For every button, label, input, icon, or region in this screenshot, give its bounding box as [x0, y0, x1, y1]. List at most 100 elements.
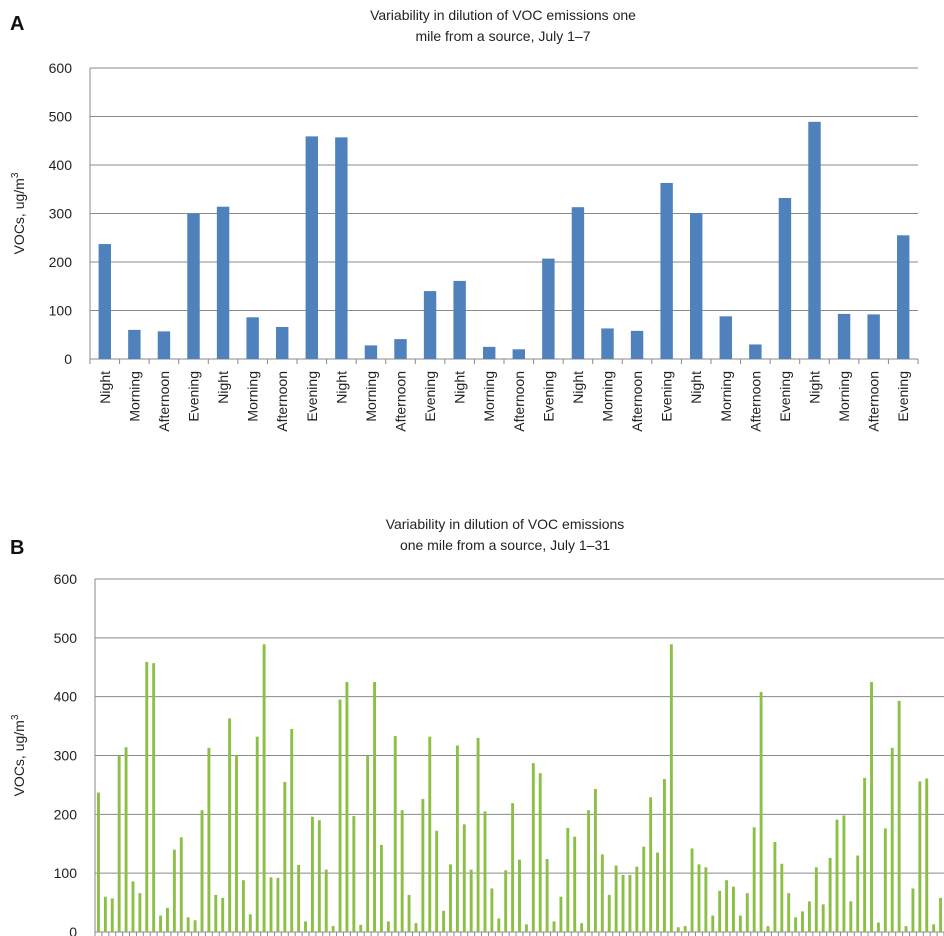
chart1-bar-7: [276, 326, 289, 359]
chart1-bar-26: [837, 313, 851, 359]
chart2-bar-91: [718, 890, 722, 932]
chart1-bar-19: [630, 330, 644, 359]
chart1-category-label-20: Evening: [659, 371, 675, 422]
chart2-bar-29: [290, 729, 294, 932]
chart2-bar-64: [531, 763, 535, 932]
chart2-bar-61: [511, 803, 515, 932]
chart2-bar-25: [262, 644, 266, 932]
chart1-y-axis-label-text: VOCs, ug/m: [11, 178, 27, 254]
chart1-bar-1: [98, 244, 111, 359]
chart1-bar-21: [690, 213, 703, 359]
chart1-category-label-4: Evening: [186, 371, 202, 422]
chart2-bar-71: [580, 923, 584, 932]
chart2-bar-88: [697, 864, 701, 932]
chart2-bar-120: [918, 781, 922, 932]
chart1-category-label-22: Morning: [718, 371, 734, 422]
chart2-y-axis-label-sup: 3: [10, 714, 21, 720]
chart2-ytick-label-400: 400: [54, 689, 78, 705]
chart2-bar-97: [759, 691, 763, 932]
chart1-bar-14: [483, 346, 496, 359]
chart2-bar-110: [849, 901, 853, 932]
chart1-category-label-15: Afternoon: [511, 371, 527, 432]
chart2-bar-107: [828, 857, 832, 932]
chart2-bar-116: [890, 747, 894, 932]
chart2-bar-17: [207, 747, 211, 932]
chart1-y-axis-label: VOCs, ug/m3: [10, 172, 27, 254]
chart2-bar-38: [352, 816, 356, 932]
chart2-bar-60: [504, 870, 508, 932]
chart2-bar-16: [200, 810, 204, 932]
chart2-bar-121: [925, 778, 929, 932]
chart1-bar-22: [719, 316, 732, 359]
chart2-bar-6: [131, 881, 135, 932]
chart1-category-label-16: Evening: [540, 371, 556, 422]
chart1-bar-23: [749, 344, 762, 359]
chart1-category-label-6: Morning: [245, 371, 261, 422]
chart1-category-label-28: Evening: [895, 371, 911, 422]
chart2-bar-41: [373, 681, 376, 932]
chart2-bar-56: [476, 737, 480, 932]
chart2-bar-43: [386, 921, 390, 932]
chart2-bar-101: [787, 893, 791, 932]
chart2-bar-96: [752, 827, 756, 932]
chart2-bar-57: [483, 811, 487, 932]
chart1-category-label-23: Afternoon: [747, 371, 763, 432]
chart1-bar-18: [601, 328, 614, 359]
chart2-bar-1: [97, 792, 100, 932]
chart2-bar-37: [345, 681, 349, 932]
chart1-bar-6: [246, 317, 259, 359]
chart2-ytick-label-600: 600: [54, 571, 78, 587]
chart2-panel-label: B: [10, 537, 24, 559]
chart2-bar-108: [835, 819, 839, 932]
chart2-bar-22: [241, 880, 245, 932]
chart2-bar-20: [228, 718, 232, 932]
chart2-title-line-2: one mile from a source, July 1–31: [400, 537, 610, 553]
chart2-bar-100: [780, 863, 784, 932]
chart2-bar-70: [573, 836, 577, 932]
chart2-bar-84: [669, 644, 673, 932]
chart2-bar-86: [683, 926, 687, 932]
chart2-bar-14: [186, 917, 190, 932]
chart1-category-label-9: Night: [333, 371, 349, 404]
chart2-bar-32: [310, 816, 314, 932]
chart2-bar-46: [407, 894, 411, 932]
chart2-bar-117: [897, 700, 901, 932]
chart2-bar-66: [545, 859, 549, 932]
chart1-bar-24: [778, 197, 792, 359]
chart1-ytick-label-0: 0: [64, 351, 72, 367]
chart1-bar-20: [660, 182, 673, 359]
chart2-ytick-label-200: 200: [54, 806, 78, 822]
chart1-bar-3: [157, 331, 171, 359]
chart1-category-label-25: Night: [807, 371, 823, 404]
chart2-bar-36: [338, 699, 342, 932]
chart2-bar-59: [497, 918, 501, 932]
chart2-bar-30: [297, 864, 301, 932]
chart2-bar-48: [421, 799, 425, 932]
chart2-bar-47: [414, 923, 418, 932]
chart2-bar-98: [766, 926, 770, 932]
chart2-bar-114: [876, 922, 880, 932]
chart1-bar-10: [364, 345, 378, 359]
chart2-bar-95: [745, 893, 749, 932]
chart2-bar-18: [214, 894, 218, 932]
chart1-bar-27: [867, 314, 880, 359]
chart1-ytick-label-600: 600: [49, 60, 73, 76]
chart2-bar-12: [172, 849, 176, 932]
chart1-bar-13: [453, 280, 466, 359]
chart2-bar-80: [642, 846, 646, 932]
chart2-bar-122: [932, 924, 936, 932]
chart1-ytick-label-200: 200: [49, 254, 73, 270]
chart2-bar-27: [276, 877, 280, 932]
chart2-ytick-label-300: 300: [54, 748, 78, 764]
chart2-bar-119: [911, 888, 915, 932]
chart2-bar-63: [524, 924, 528, 932]
chart2-bar-115: [883, 828, 887, 932]
chart2-bar-69: [566, 827, 570, 932]
chart1-bar-12: [423, 291, 437, 359]
chart2-bar-93: [732, 886, 735, 932]
chart2-bar-106: [821, 904, 825, 932]
chart2-bar-35: [331, 926, 335, 932]
chart2-bar-3: [110, 898, 114, 932]
chart2-bar-123: [939, 897, 942, 932]
